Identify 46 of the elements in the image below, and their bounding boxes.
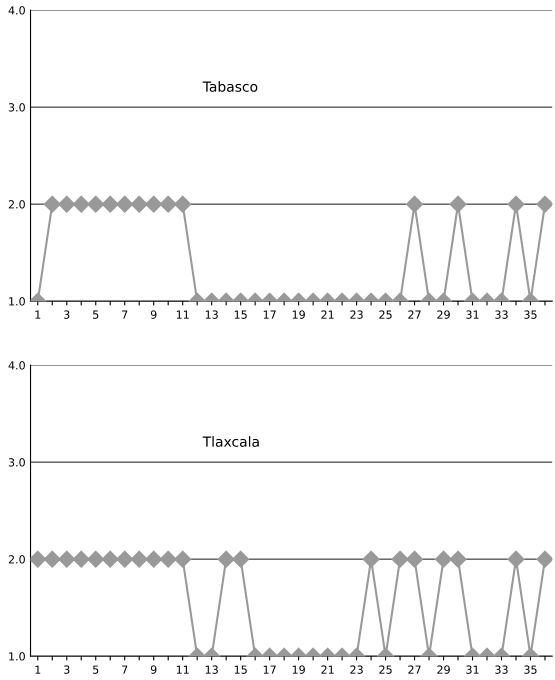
y-tick-label: 3.0 bbox=[8, 458, 25, 467]
y-tick-label: 3.0 bbox=[8, 103, 25, 112]
x-tick-label: 5 bbox=[93, 666, 98, 674]
x-tick-label: 1 bbox=[35, 310, 40, 319]
x-tick-label: 19 bbox=[292, 665, 305, 674]
x-tick-label: 7 bbox=[122, 310, 128, 319]
x-tick-label: 3 bbox=[64, 665, 70, 674]
x-tick-label: 9 bbox=[150, 310, 156, 319]
x-tick-label: 15 bbox=[234, 666, 247, 674]
x-tick-label: 19 bbox=[292, 310, 305, 319]
x-tick-label: 31 bbox=[466, 665, 479, 674]
x-tick-label: 29 bbox=[437, 665, 450, 674]
x-tick-label: 25 bbox=[379, 665, 392, 674]
x-tick-label: 33 bbox=[495, 310, 508, 319]
x-tick-label: 13 bbox=[206, 665, 218, 674]
x-tick-label: 31 bbox=[466, 310, 479, 319]
x-tick-label: 35 bbox=[524, 310, 537, 319]
x-tick-label: 5 bbox=[93, 310, 98, 319]
x-tick-label: 25 bbox=[379, 310, 392, 319]
x-tick-label: 3 bbox=[64, 310, 70, 319]
y-tick-label: 4.0 bbox=[8, 6, 25, 15]
x-tick-label: 21 bbox=[321, 665, 334, 674]
x-tick-label: 29 bbox=[437, 310, 450, 319]
text: Tabasco bbox=[202, 81, 258, 92]
x-tick-label: 23 bbox=[350, 310, 363, 319]
x-tick-label: 33 bbox=[495, 665, 508, 674]
x-tick-label: 1 bbox=[35, 666, 40, 674]
text: Tlaxcala bbox=[202, 436, 259, 447]
x-tick-label: 11 bbox=[176, 310, 189, 319]
x-tick-label: 23 bbox=[350, 665, 363, 674]
x-tick-label: 15 bbox=[234, 310, 247, 319]
x-tick-label: 27 bbox=[408, 665, 421, 674]
x-tick-label: 11 bbox=[176, 666, 189, 674]
x-tick-label: 17 bbox=[264, 310, 276, 319]
y-tick-label: 4.0 bbox=[8, 361, 25, 370]
x-tick-label: 21 bbox=[321, 310, 334, 319]
y-tick-label: 1.0 bbox=[9, 297, 25, 306]
y-tick-label: 2.0 bbox=[8, 200, 25, 209]
x-tick-label: 13 bbox=[206, 310, 218, 319]
x-tick-label: 17 bbox=[264, 666, 276, 674]
x-tick-label: 35 bbox=[524, 665, 537, 674]
y-tick-label: 2.0 bbox=[8, 555, 25, 564]
x-tick-label: 7 bbox=[122, 666, 128, 674]
x-tick-label: 27 bbox=[408, 310, 421, 319]
x-tick-label: 9 bbox=[150, 665, 156, 674]
y-tick-label: 1.0 bbox=[9, 652, 25, 661]
